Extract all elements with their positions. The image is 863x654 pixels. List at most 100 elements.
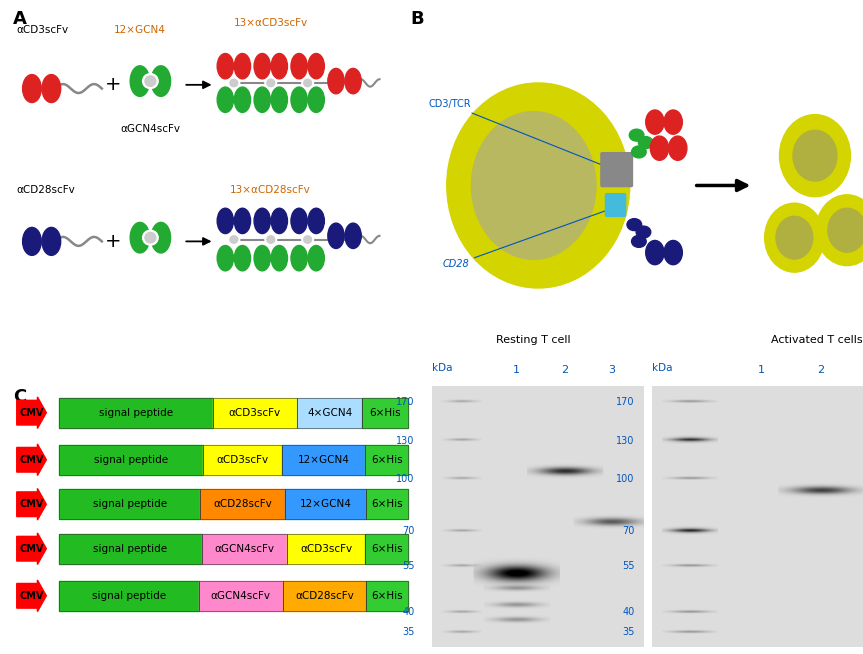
Text: B: B [410,10,424,28]
Ellipse shape [308,54,324,79]
Ellipse shape [271,245,287,271]
Circle shape [230,236,237,243]
Text: 12×GCN4: 12×GCN4 [114,25,166,35]
Circle shape [145,232,156,243]
Text: αCD28scFv: αCD28scFv [213,499,272,509]
Ellipse shape [345,69,362,94]
Bar [200,489,285,519]
Bar [202,534,287,564]
Text: 170: 170 [616,396,634,407]
Circle shape [265,77,276,88]
Text: CMV: CMV [19,407,44,418]
FancyArrow shape [16,489,47,520]
Ellipse shape [793,130,837,181]
Ellipse shape [22,228,41,255]
Text: αGCN4scFv: αGCN4scFv [214,543,274,554]
Ellipse shape [308,208,324,233]
Text: +: + [105,232,122,251]
Bar [202,534,287,564]
Bar [60,534,202,564]
Bar [203,445,282,475]
Bar [200,489,285,519]
Text: αCD3scFv: αCD3scFv [217,455,268,465]
Bar [198,581,282,611]
Bar [282,581,366,611]
Ellipse shape [765,203,824,272]
Ellipse shape [646,241,664,265]
Ellipse shape [828,208,863,252]
Text: 130: 130 [396,436,414,445]
Text: 6×His: 6×His [371,455,402,465]
Ellipse shape [234,87,250,112]
Bar [287,534,365,564]
Circle shape [639,137,653,148]
Bar [282,581,366,611]
Text: CMV: CMV [19,591,44,601]
Text: Activated T cells: Activated T cells [772,335,863,345]
Text: CMV: CMV [19,499,44,509]
Bar [282,445,365,475]
Text: 55: 55 [622,561,634,571]
Ellipse shape [651,136,669,160]
Circle shape [142,74,158,88]
Text: 13×αCD3scFv: 13×αCD3scFv [234,18,308,27]
Text: 13×αCD28scFv: 13×αCD28scFv [230,186,311,196]
Text: 40: 40 [622,608,634,617]
Ellipse shape [254,245,270,271]
Ellipse shape [271,208,287,233]
Bar [60,489,200,519]
Text: 1: 1 [513,366,520,375]
Text: 4×GCN4: 4×GCN4 [307,407,352,418]
Text: 3: 3 [608,366,614,375]
Circle shape [302,234,313,245]
Bar [365,445,408,475]
Ellipse shape [669,136,687,160]
Bar [366,489,408,519]
Text: 1: 1 [758,366,765,375]
Ellipse shape [271,87,287,112]
Ellipse shape [130,222,149,253]
Ellipse shape [664,241,683,265]
Bar [60,581,198,611]
Bar [366,489,408,519]
Circle shape [265,234,276,245]
FancyBboxPatch shape [616,152,633,186]
Text: signal peptide: signal peptide [92,499,167,509]
Ellipse shape [42,75,60,103]
Text: 12×GCN4: 12×GCN4 [298,455,350,465]
Circle shape [267,79,274,87]
Text: αCD28scFv: αCD28scFv [295,591,354,601]
Circle shape [302,77,313,88]
Bar [297,398,362,428]
Ellipse shape [234,245,250,271]
Circle shape [629,129,644,141]
Bar [212,398,297,428]
Ellipse shape [308,87,324,112]
Ellipse shape [234,54,250,79]
Bar [282,445,365,475]
Ellipse shape [151,222,171,253]
Text: αCD3scFv: αCD3scFv [229,407,280,418]
Bar [297,398,362,428]
Circle shape [230,79,237,87]
Bar [60,581,198,611]
Ellipse shape [254,54,270,79]
Text: 2: 2 [817,366,824,375]
Text: CMV: CMV [19,455,44,465]
Ellipse shape [151,66,171,96]
Text: 35: 35 [402,627,414,637]
Ellipse shape [42,228,60,255]
Ellipse shape [664,110,683,134]
Ellipse shape [217,245,234,271]
FancyBboxPatch shape [601,152,617,186]
Ellipse shape [217,208,234,233]
Bar [60,398,212,428]
Bar [60,445,203,475]
Bar [60,534,202,564]
Text: αCD3scFv: αCD3scFv [300,543,352,554]
Text: 6×His: 6×His [369,407,401,418]
Ellipse shape [779,114,850,197]
Bar [60,398,212,428]
Text: 170: 170 [396,396,414,407]
Bar [212,398,297,428]
